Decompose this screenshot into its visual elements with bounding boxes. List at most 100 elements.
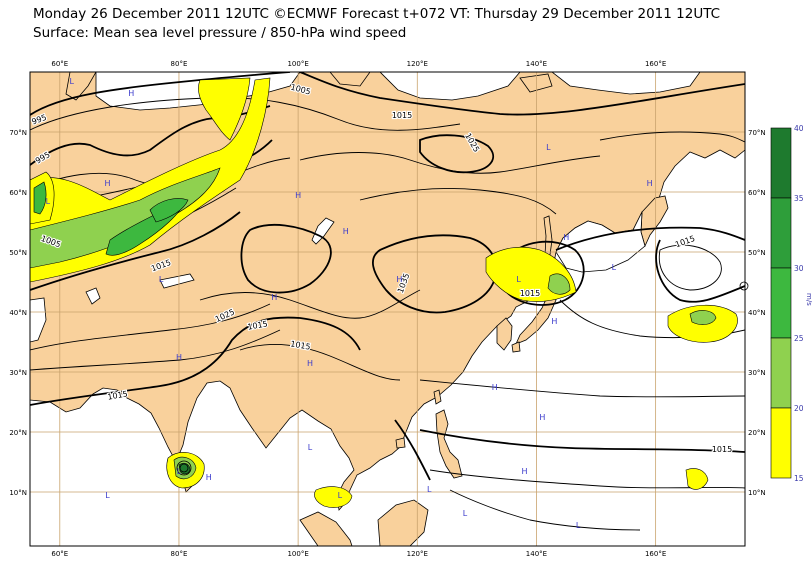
low-pressure-marker: L	[576, 521, 581, 530]
wind-band-20-kazakh	[33, 181, 47, 215]
latitude-label: 50°N	[748, 249, 766, 257]
isobar-1015-kamchatka	[655, 239, 745, 303]
ocean-east-siberian-sea	[551, 72, 701, 95]
longitude-label: 140°E	[526, 60, 547, 68]
latitude-label: 10°N	[748, 489, 766, 497]
land-taiwan	[433, 389, 442, 405]
ocean-laptev-sea	[379, 72, 521, 101]
low-pressure-marker: L	[338, 491, 343, 500]
low-pressure-marker: L	[612, 263, 617, 272]
ocean-caspian-sea	[30, 297, 47, 343]
ocean-sea-of-okhotsk	[555, 211, 646, 273]
wind-band-20-pacific	[689, 310, 717, 325]
latitude-label: 70°N	[748, 129, 766, 137]
legend-tick-label: 25	[794, 334, 804, 343]
land-hainan	[395, 437, 406, 449]
legend-tick-label: 35	[794, 194, 804, 203]
legend-tick-label: 15	[794, 474, 804, 483]
high-pressure-marker: H	[343, 227, 349, 236]
latitude-label: 20°N	[9, 429, 27, 437]
legend-swatch	[770, 197, 792, 269]
isobar-1015-west	[30, 211, 241, 291]
isobar-label: 1015	[247, 319, 269, 331]
wind-speed-legend: 40 35 30 25 20 15 m/s	[770, 124, 812, 483]
latitude-label: 70°N	[9, 129, 27, 137]
latitude-label: 30°N	[748, 369, 766, 377]
legend-tick-label: 20	[794, 404, 804, 413]
wind-band-15-arctic	[198, 77, 251, 141]
high-pressure-marker: H	[492, 383, 498, 392]
longitude-label: 140°E	[526, 550, 547, 558]
longitude-label: 60°E	[51, 60, 68, 68]
latitude-label: 10°N	[9, 489, 27, 497]
wind-band-20-japan	[547, 273, 571, 295]
latitude-label: 40°N	[9, 309, 27, 317]
isobar-1015-tibet	[30, 316, 361, 406]
high-pressure-marker: H	[271, 293, 277, 302]
high-pressure-marker: H	[104, 179, 110, 188]
longitude-label: 100°E	[287, 550, 308, 558]
longitude-label: 60°E	[51, 550, 68, 558]
longitude-label: 160°E	[645, 550, 666, 558]
high-pressure-marker: H	[647, 179, 653, 188]
legend-tick-label: 30	[794, 264, 804, 273]
longitude-label: 80°E	[171, 550, 188, 558]
isobar-1025-mongolia	[240, 223, 332, 294]
isobar-label: 1015	[712, 445, 732, 454]
high-pressure-marker: H	[551, 317, 557, 326]
isobar-995	[30, 72, 291, 116]
legend-unit: m/s	[805, 293, 812, 306]
latitude-label: 30°N	[9, 369, 27, 377]
low-pressure-marker: L	[69, 77, 74, 86]
low-pressure-marker: L	[159, 275, 164, 284]
longitude-label: 80°E	[171, 60, 188, 68]
forecast-subtitle: Surface: Mean sea level pressure / 850-h…	[33, 25, 407, 41]
latitude-label: 60°N	[9, 189, 27, 197]
low-pressure-marker: L	[105, 491, 110, 500]
cyclone-ring-india-inner	[179, 463, 189, 473]
latitude-label: 20°N	[748, 429, 766, 437]
land-new-siberian-islands	[519, 73, 553, 93]
high-pressure-marker: H	[522, 467, 528, 476]
low-pressure-marker: L	[46, 197, 51, 206]
longitude-label: 100°E	[287, 60, 308, 68]
legend-tick-label: 40	[794, 124, 804, 133]
latitude-label: 40°N	[748, 309, 766, 317]
wind-band-15-philippine-sea	[685, 468, 709, 490]
isobar-1015-south-china	[394, 419, 431, 481]
land-severnaya-zemlya	[329, 72, 371, 87]
low-pressure-marker: L	[463, 509, 468, 518]
high-pressure-marker: H	[563, 233, 569, 242]
low-pressure-marker: L	[427, 485, 432, 494]
isobar-1035-siberia	[419, 134, 494, 174]
land-novaya-zemlya	[65, 72, 97, 101]
legend-swatch	[770, 337, 792, 409]
low-pressure-marker: L	[546, 143, 551, 152]
lake-baikal	[311, 217, 335, 245]
lake-balkhash	[159, 273, 195, 289]
high-pressure-marker: H	[396, 275, 402, 284]
land-korea	[496, 317, 513, 351]
legend-swatch	[770, 267, 792, 339]
longitude-label: 120°E	[407, 60, 428, 68]
axis-labels: 60°E 60°E 80°E 80°E 100°E 100°E 120°E 120°E 140°…	[9, 60, 765, 558]
map-frame	[29, 71, 746, 547]
longitude-label: 120°E	[407, 550, 428, 558]
forecast-title: Monday 26 December 2011 12UTC ©ECMWF For…	[33, 6, 721, 22]
isobar-1005-north	[299, 72, 745, 116]
low-pressure-marker: L	[516, 275, 521, 284]
high-pressure-marker: H	[539, 413, 545, 422]
cyclone-ring-india	[176, 460, 192, 476]
legend-swatch	[770, 127, 792, 199]
high-pressure-marker: H	[307, 359, 313, 368]
isobar-1015-pacific	[555, 226, 745, 251]
isobar-label: 1015	[392, 111, 412, 120]
high-pressure-marker: H	[176, 353, 182, 362]
wind-band-25-siberia	[149, 198, 189, 223]
latitude-label: 60°N	[748, 189, 766, 197]
land-philippines	[435, 409, 463, 479]
wind-band-15-south-china-sea	[314, 486, 353, 508]
high-pressure-marker: H	[128, 89, 134, 98]
pressure-centers: H H H H H H H H H H H H H H H L L L L L L L L L L L L L	[46, 77, 653, 530]
